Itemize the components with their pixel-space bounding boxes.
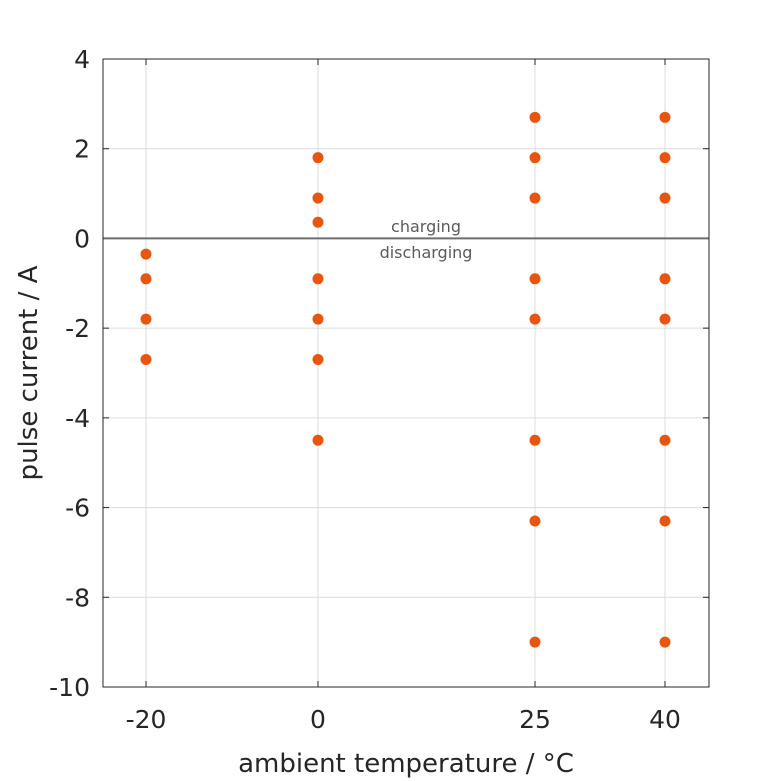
data-point: [529, 313, 541, 325]
data-point: [529, 273, 541, 285]
y-tick-label: -10: [49, 673, 90, 702]
data-point: [659, 434, 671, 446]
x-axis-label: ambient temperature / °C: [238, 749, 574, 779]
data-point: [529, 152, 541, 164]
data-point: [659, 192, 671, 204]
annotation-charging: charging: [391, 217, 461, 236]
tick-labels: -20 0 25 40 4 2 0 -2 -4 -6 -8 -10: [49, 45, 681, 734]
data-point: [312, 354, 324, 366]
data-point: [659, 515, 671, 527]
data-point: [529, 111, 541, 123]
x-tick-label: 40: [649, 705, 681, 734]
annotations: charging discharging: [380, 217, 473, 262]
y-tick-label: 0: [74, 224, 90, 253]
x-tick-label: -20: [126, 705, 167, 734]
data-point: [140, 354, 152, 366]
data-points: [140, 111, 671, 648]
y-tick-label: -4: [65, 404, 90, 433]
data-point: [312, 216, 324, 228]
data-point: [312, 273, 324, 285]
data-point: [312, 313, 324, 325]
data-point: [140, 248, 152, 260]
grid: [103, 58, 709, 688]
y-tick-label: -8: [65, 583, 90, 612]
data-point: [659, 636, 671, 648]
y-tick-label: -6: [65, 494, 90, 523]
data-point: [312, 192, 324, 204]
data-point: [659, 111, 671, 123]
data-point: [529, 434, 541, 446]
data-point: [659, 152, 671, 164]
y-axis-label: pulse current / A: [14, 265, 44, 480]
y-tick-label: 2: [74, 135, 90, 164]
data-point: [529, 515, 541, 527]
y-tick-label: 4: [74, 45, 90, 74]
data-point: [659, 313, 671, 325]
data-point: [529, 192, 541, 204]
data-point: [312, 434, 324, 446]
x-tick-label: 25: [519, 705, 551, 734]
data-point: [140, 313, 152, 325]
data-point: [529, 636, 541, 648]
y-tick-label: -2: [65, 314, 90, 343]
x-tick-label: 0: [310, 705, 326, 734]
data-point: [140, 273, 152, 285]
data-point: [659, 273, 671, 285]
plot-frame: [102, 58, 710, 688]
annotation-discharging: discharging: [380, 243, 473, 262]
data-point: [312, 152, 324, 164]
